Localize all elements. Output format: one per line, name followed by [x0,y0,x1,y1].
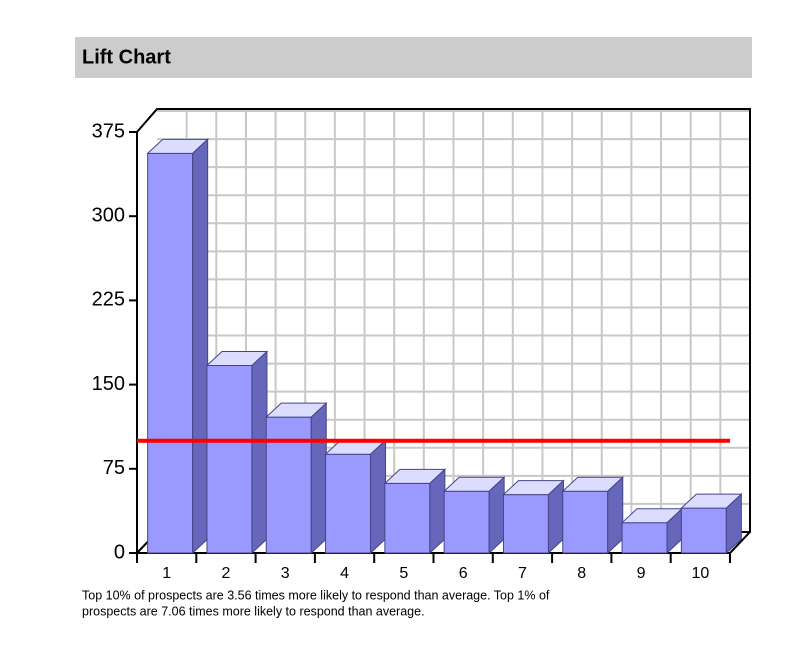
x-tick-label: 7 [518,565,527,582]
y-tick-label: 375 [92,120,125,142]
bar-side [607,476,624,555]
bar [680,492,743,555]
bar-side [251,350,268,555]
bar-front [384,482,431,554]
bar-side [429,468,446,555]
bar [383,468,447,555]
x-tick-label: 9 [637,565,646,582]
bar-front [443,490,490,554]
y-tick-label: 75 [103,457,125,479]
bar-front [621,522,668,554]
bar [324,439,387,555]
y-tick-label: 150 [92,373,125,395]
bar [502,479,565,555]
x-tick-label: 6 [459,565,468,582]
bar [146,138,209,555]
bar-front [325,453,372,554]
x-tick-label: 10 [691,565,709,582]
bar-side [310,402,327,555]
x-tick-label: 4 [340,565,349,582]
bar-front [147,152,194,554]
x-tick-label: 8 [577,565,586,582]
y-tick-label: 300 [92,204,125,226]
chart-title: Lift Chart [82,46,171,68]
bar-front [680,507,727,554]
title-bar [75,37,752,78]
y-tick-label: 225 [92,289,125,311]
bar-front [502,494,549,554]
x-tick-label: 2 [221,565,230,582]
y-tick-label: 0 [114,541,125,563]
bar-front [562,490,609,554]
bar [561,476,625,555]
x-tick-label: 3 [281,565,290,582]
note: prospects are 7.06 times more likely to … [82,604,425,618]
bar [442,476,506,555]
bar-side [488,476,505,555]
bar-side [192,138,209,555]
bar-side [370,439,387,555]
bar-front [265,416,312,554]
x-tick-label: 1 [162,565,171,582]
x-tick-label: 5 [399,565,408,582]
bar [205,350,269,555]
bar-side [725,492,742,555]
bar [620,507,684,555]
bar [264,402,328,555]
note: Top 10% of prospects are 3.56 times more… [82,588,550,602]
bar-front [206,365,253,554]
